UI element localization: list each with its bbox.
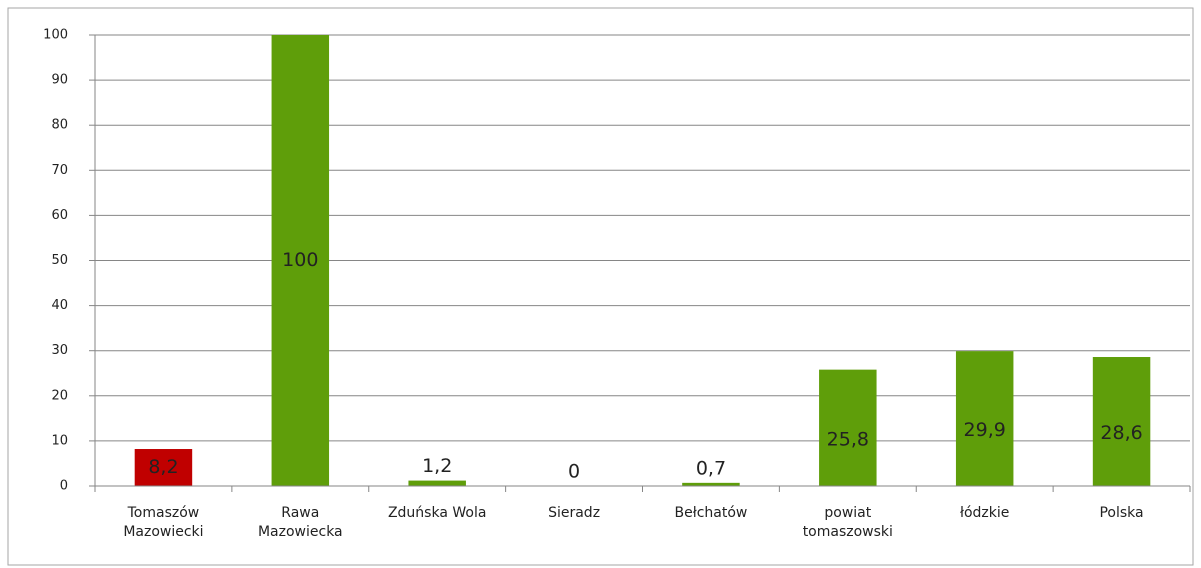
data-label: 0,7 — [696, 457, 726, 479]
data-label: 29,9 — [964, 419, 1006, 441]
y-tick-label: 30 — [51, 343, 68, 358]
bar — [819, 369, 877, 486]
data-label: 0 — [568, 461, 580, 483]
bar — [271, 35, 330, 486]
data-label: 28,6 — [1100, 422, 1142, 444]
bar — [134, 449, 193, 486]
bar — [408, 480, 466, 486]
bar — [955, 351, 1014, 486]
y-tick-label: 60 — [51, 208, 68, 223]
y-tick-label: 80 — [51, 118, 68, 133]
x-tick-label: powiat tomaszowski — [802, 505, 893, 540]
y-tick-label: 50 — [51, 253, 68, 268]
data-label: 100 — [282, 249, 318, 271]
y-tick-label: 20 — [51, 388, 68, 403]
bar — [1092, 357, 1151, 486]
bar — [682, 482, 740, 486]
data-label: 1,2 — [422, 455, 452, 477]
x-tick-label: Sieradz — [548, 505, 601, 521]
x-tick-label: Bełchatów — [674, 505, 748, 521]
y-tick-label: 90 — [51, 73, 68, 88]
data-label: 8,2 — [148, 456, 178, 478]
x-tick-label: łódzkie — [959, 505, 1010, 521]
x-tick-label: Rawa Mazowiecka — [257, 505, 343, 540]
y-tick-label: 0 — [60, 479, 68, 494]
x-tick-label: Polska — [1099, 505, 1144, 521]
y-tick-label: 100 — [43, 28, 68, 43]
chart-border — [7, 7, 1194, 566]
x-tick-label: Zduńska Wola — [387, 505, 487, 521]
y-tick-label: 10 — [51, 433, 68, 448]
x-tick-label: Tomaszów Mazowiecki — [123, 505, 204, 540]
y-tick-label: 70 — [51, 163, 68, 178]
y-tick-label: 40 — [51, 298, 68, 313]
data-label: 25,8 — [827, 428, 869, 450]
